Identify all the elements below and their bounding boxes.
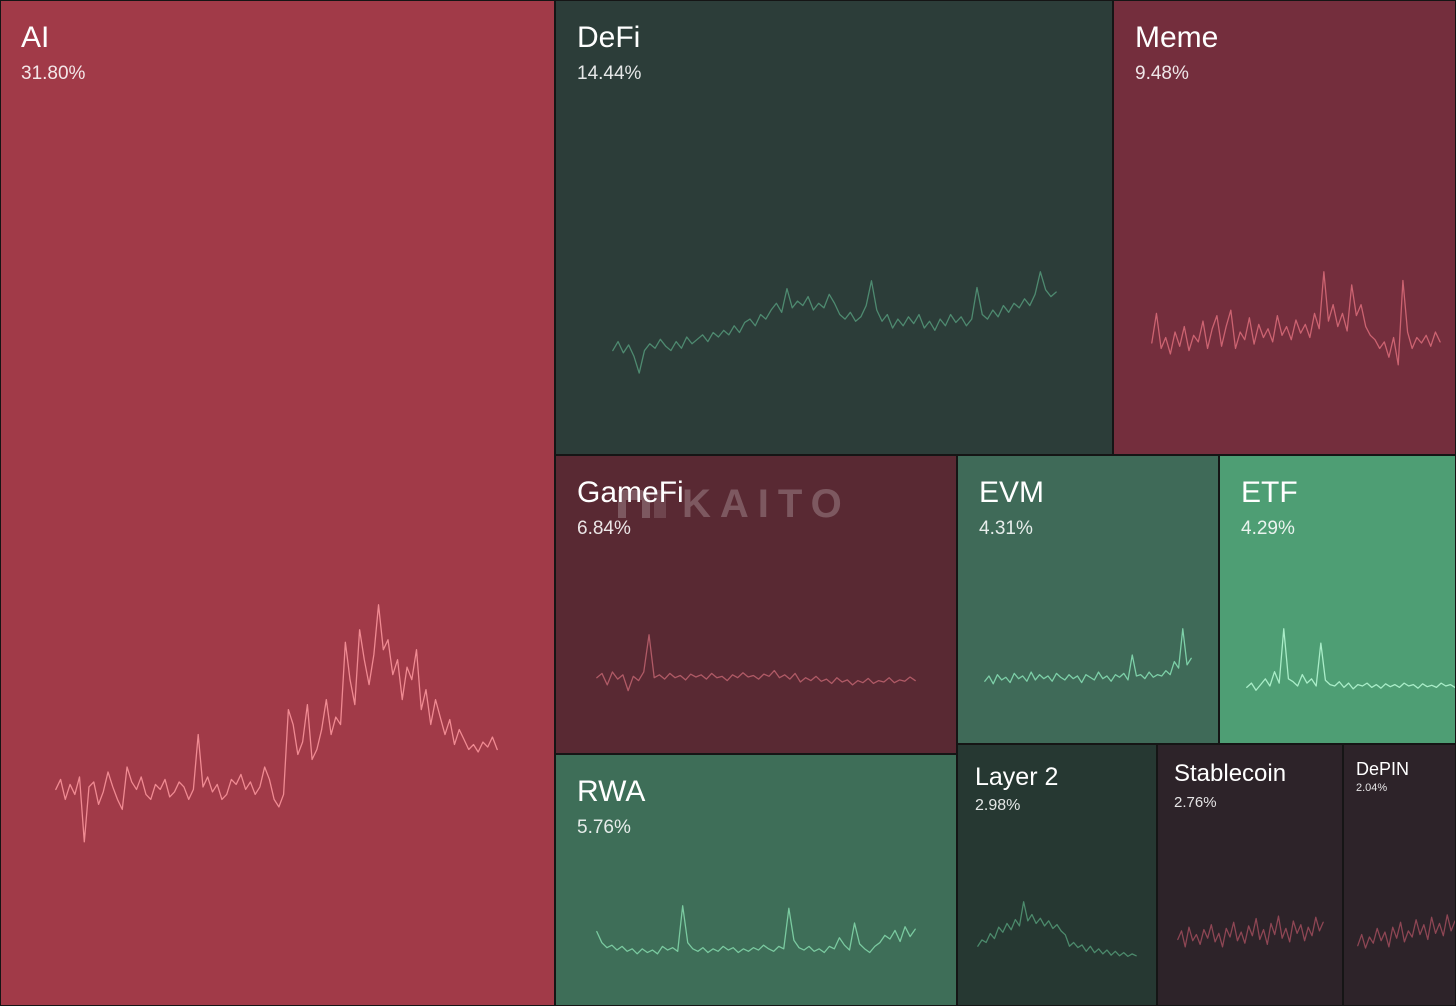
tile-meme[interactable]: Meme 9.48%: [1113, 0, 1456, 455]
tile-ai[interactable]: AI 31.80%: [0, 0, 555, 1006]
sparkline-stablecoin-line: [1177, 915, 1324, 948]
sparkline-rwa: [596, 905, 916, 955]
tile-label-evm: EVM: [979, 476, 1045, 509]
tile-evm[interactable]: EVM 4.31%: [957, 455, 1219, 744]
tile-defi[interactable]: DeFi 14.44%: [555, 0, 1113, 455]
tile-percent-meme: 9.48%: [1135, 63, 1189, 84]
tile-layer-2[interactable]: Layer 2 2.98%: [957, 744, 1157, 1006]
sparkline-meme: [1151, 271, 1441, 366]
sparkline-meme-line: [1151, 271, 1441, 366]
tile-label-rwa: RWA: [577, 775, 646, 808]
sparkline-ai-line: [55, 604, 498, 843]
tile-label-etf: ETF: [1241, 476, 1298, 509]
tile-percent-stablecoin: 2.76%: [1174, 794, 1217, 811]
tile-rwa[interactable]: RWA 5.76%: [555, 754, 957, 1006]
sparkline-rwa-line: [596, 905, 916, 955]
sparkline-stablecoin: [1177, 915, 1324, 948]
tile-gamefi[interactable]: GameFi 6.84%: [555, 455, 957, 754]
sparkline-etf: [1246, 628, 1455, 691]
tile-percent-layer-2: 2.98%: [975, 797, 1021, 814]
sparkline-gamefi: [596, 634, 916, 692]
tile-label-meme: Meme: [1135, 21, 1219, 54]
sparkline-depin: [1357, 914, 1455, 949]
sparkline-gamefi-line: [596, 634, 916, 692]
sparkline-depin-line: [1357, 914, 1455, 949]
tile-stablecoin[interactable]: Stablecoin 2.76%: [1157, 744, 1343, 1006]
tile-percent-gamefi: 6.84%: [577, 518, 631, 539]
tile-percent-evm: 4.31%: [979, 518, 1033, 539]
tile-percent-depin: 2.04%: [1356, 782, 1388, 794]
tile-percent-ai: 31.80%: [21, 63, 86, 84]
tile-percent-etf: 4.29%: [1241, 518, 1295, 539]
sparkline-etf-line: [1246, 628, 1455, 691]
sparkline-ai: [55, 604, 498, 843]
sparkline-defi-line: [612, 271, 1057, 374]
tile-label-depin: DePIN: [1356, 759, 1410, 779]
sparkline-evm: [984, 628, 1192, 685]
tile-etf[interactable]: ETF 4.29%: [1219, 455, 1456, 744]
sparkline-evm-line: [984, 628, 1192, 685]
sparkline-layer-2: [977, 901, 1137, 958]
tile-percent-rwa: 5.76%: [577, 817, 631, 838]
tile-label-defi: DeFi: [577, 21, 641, 54]
tile-label-layer-2: Layer 2: [975, 763, 1059, 791]
tile-label-gamefi: GameFi: [577, 476, 684, 509]
tile-label-ai: AI: [21, 21, 50, 54]
tile-percent-defi: 14.44%: [577, 63, 642, 84]
tile-label-stablecoin: Stablecoin: [1174, 760, 1287, 787]
sparkline-layer-2-line: [977, 901, 1137, 958]
sparkline-defi: [612, 271, 1057, 374]
tile-depin[interactable]: DePIN 2.04%: [1343, 744, 1456, 1006]
